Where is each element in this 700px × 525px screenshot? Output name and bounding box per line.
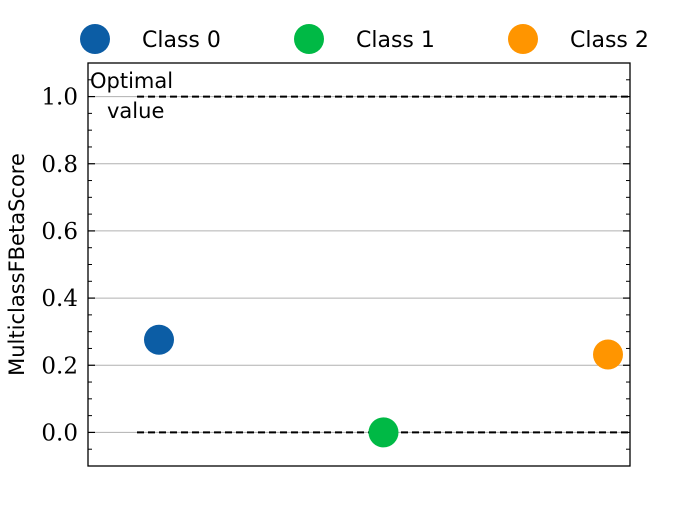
- y-axis-label: MulticlassFBetaScore: [5, 153, 29, 376]
- data-points: [144, 324, 623, 448]
- plot-frame: [87, 62, 631, 467]
- y-tick-label: 0.8: [41, 152, 78, 178]
- y-tick-label: 0.4: [41, 286, 78, 312]
- legend-marker: [508, 24, 538, 54]
- y-tick-label: 0.2: [41, 353, 78, 379]
- y-tick-label: 0.6: [41, 219, 78, 245]
- legend-marker: [80, 24, 110, 54]
- y-tick-label: 1.0: [41, 85, 78, 111]
- y-axis-ticks: 0.0 0.2 0.4 0.6 0.8 1.0: [41, 62, 630, 467]
- reference-lines: [137, 95, 630, 434]
- legend: Class 0 Class 1 Class 2: [80, 24, 649, 54]
- optimal-value-annotation: Optimal value: [90, 69, 173, 123]
- data-point: [368, 417, 399, 448]
- legend-marker: [294, 24, 324, 54]
- annotation-line-1: Optimal: [90, 69, 173, 93]
- legend-label: Class 0: [142, 28, 221, 53]
- annotation-line-2: value: [107, 99, 164, 123]
- data-point: [593, 339, 623, 370]
- grid-lines: [88, 96, 630, 433]
- y-tick-label: 0.0: [41, 420, 78, 446]
- legend-label: Class 1: [356, 28, 435, 53]
- data-point: [144, 324, 174, 355]
- legend-label: Class 2: [570, 28, 649, 53]
